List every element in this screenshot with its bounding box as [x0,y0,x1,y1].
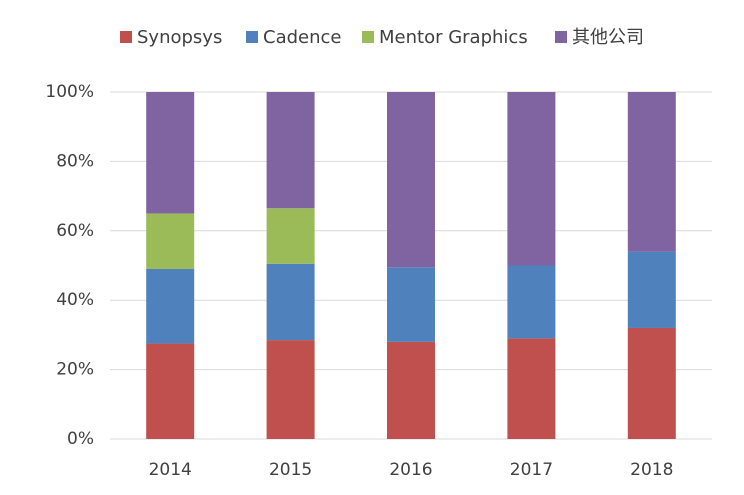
legend-label: Mentor Graphics [379,27,528,48]
x-tick-label: 2016 [389,460,432,480]
bar-segment [266,208,315,264]
bar-segment [507,265,556,339]
bar-segment [627,251,676,328]
y-tick-label: 80% [56,151,94,171]
bar-segment [146,213,195,269]
bar-segment [387,92,435,268]
y-tick-label: 20% [56,360,94,380]
legend-swatch [362,31,374,43]
bar-segment [507,338,556,439]
y-tick-label: 100% [45,82,94,102]
bar-segment [387,267,435,342]
legend-swatch [246,31,258,43]
bar-segment [266,92,315,209]
x-tick-label: 2015 [269,460,312,480]
x-tick-label: 2014 [149,460,192,480]
bar-segment [387,341,435,439]
bar-segment [146,92,195,214]
bar-segment [627,327,676,439]
y-tick-label: 40% [56,290,94,310]
legend-swatch [120,31,132,43]
bar-segment [507,92,556,266]
bar-segment [266,263,315,341]
bar-segment [627,92,676,252]
x-tick-label: 2018 [630,460,673,480]
bar-segment [146,268,195,344]
bar-segment [266,340,315,439]
x-tick-label: 2017 [510,460,553,480]
legend-label: Synopsys [137,27,222,48]
y-tick-label: 60% [56,221,94,241]
y-tick-label: 0% [67,429,94,449]
legend-swatch [555,31,567,43]
bar-segment [146,343,195,439]
legend-label: 其他公司 [572,27,644,48]
legend-label: Cadence [263,27,341,48]
